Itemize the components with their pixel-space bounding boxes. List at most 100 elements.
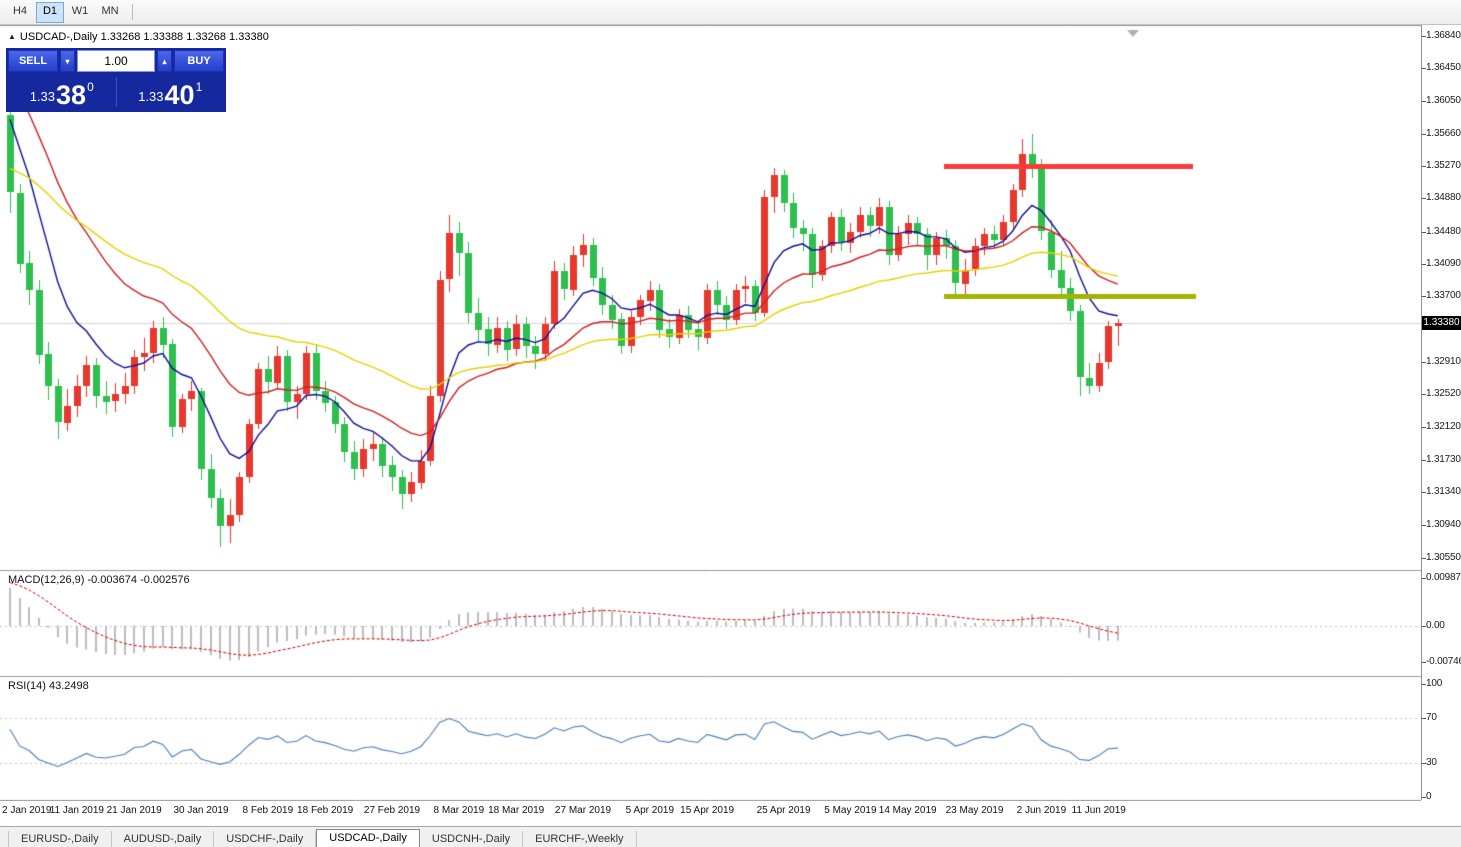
- axis-tick: [1422, 625, 1426, 627]
- buy-price-big: 40: [164, 80, 195, 111]
- axis-tick: [1422, 797, 1426, 798]
- chevron-down-icon: ▾: [65, 56, 70, 66]
- chart-tab-usdchf[interactable]: USDCHF-,Daily: [214, 831, 317, 847]
- macd-panel-label: MACD(12,26,9) -0.003674 -0.002576: [8, 574, 190, 586]
- date-label: 27 Mar 2019: [554, 805, 612, 816]
- chart-tab-usdcad[interactable]: USDCAD-,Daily: [316, 829, 420, 847]
- axis-label: 30: [1426, 757, 1437, 769]
- axis-label: 0: [1426, 791, 1432, 802]
- rsi-panel-label: RSI(14) 43.2498: [8, 680, 89, 692]
- date-axis[interactable]: 2 Jan 2019 11 Jan 2019 21 Jan 2019 30 Jan 2…: [0, 801, 1461, 826]
- timeframe-button-h4[interactable]: H4: [12, 4, 28, 17]
- sell-price-sup: 0: [87, 80, 94, 94]
- axis-label: 0.00: [1426, 619, 1445, 631]
- axis-tick: [1422, 296, 1426, 298]
- date-label: 2 Jun 2019: [1016, 805, 1067, 816]
- axis-tick: [1422, 717, 1426, 719]
- date-label: 18 Feb 2019: [297, 805, 354, 816]
- volume-decrease-button[interactable]: ▾: [60, 50, 75, 72]
- axis-label: 1.36050: [1426, 95, 1461, 107]
- volume-increase-button[interactable]: ▴: [157, 50, 172, 72]
- axis-tick: [1422, 101, 1426, 103]
- sell-price-display: 1.33 38 0: [8, 80, 116, 110]
- date-label: 30 Jan 2019: [173, 805, 229, 816]
- axis-label: 1.31340: [1426, 486, 1461, 498]
- axis-tick: [1422, 492, 1426, 494]
- date-label: 11 Jan 2019: [49, 805, 104, 816]
- toolbar-separator: [132, 4, 133, 20]
- axis-label: 1.36450: [1426, 62, 1461, 74]
- axis-label: 1.32520: [1426, 388, 1461, 400]
- axis-tick: [1422, 763, 1426, 765]
- date-label: 11 Jun 2019: [1071, 805, 1126, 816]
- axis-tick: [1422, 133, 1426, 135]
- date-label: 23 May 2019: [945, 805, 1004, 816]
- date-label: 15 Apr 2019: [680, 805, 735, 816]
- timeframe-button-mn[interactable]: MN: [101, 4, 119, 17]
- buy-button[interactable]: BUY: [174, 50, 224, 72]
- date-label: 8 Mar 2019: [433, 805, 485, 816]
- axis-label: 1.30550: [1426, 551, 1461, 563]
- axis-tick: [1422, 459, 1426, 461]
- current-price-tag: 1.33380: [1422, 315, 1461, 330]
- chart-canvas[interactable]: [0, 25, 1421, 805]
- date-label: 5 May 2019: [824, 805, 877, 816]
- date-label: 25 Apr 2019: [756, 805, 811, 816]
- date-label: 14 May 2019: [878, 805, 937, 816]
- axis-label: 1.35270: [1426, 160, 1461, 172]
- price-divider: [115, 77, 117, 107]
- volume-input[interactable]: [77, 50, 155, 72]
- chart-tab-bar: EURUSD-,Daily AUDUSD-,Daily USDCHF-,Daily U…: [0, 826, 1461, 847]
- quote-text: USDCAD-,Daily 1.33268 1.33388 1.33268 1.…: [19, 31, 269, 43]
- axis-label: 1.35660: [1426, 127, 1461, 139]
- timeframe-button-w1[interactable]: W1: [71, 4, 89, 17]
- buy-price-sup: 1: [195, 80, 203, 94]
- collapse-arrow-icon: ▲: [8, 32, 16, 41]
- date-label: 18 Mar 2019: [488, 805, 545, 816]
- axis-tick: [1422, 231, 1426, 233]
- chevron-up-icon: ▴: [162, 56, 167, 66]
- axis-tick: [1422, 557, 1426, 559]
- axis-tick: [1422, 427, 1426, 429]
- buy-price-display: 1.33 40 1: [117, 80, 225, 110]
- date-label: 2 Jan 2019: [2, 805, 52, 816]
- axis-tick: [1422, 662, 1426, 663]
- date-label: 8 Feb 2019: [242, 805, 294, 816]
- axis-label: -0.00746: [1426, 656, 1461, 667]
- chart-tab-eurchf[interactable]: EURCHF-,Weekly: [523, 831, 637, 847]
- date-label: 21 Jan 2019: [106, 805, 162, 816]
- axis-label: 0.009874: [1426, 572, 1461, 583]
- axis-label: 1.34880: [1426, 192, 1461, 204]
- axis-tick: [1422, 198, 1426, 200]
- axis-label: 1.34480: [1426, 225, 1461, 237]
- axis-label: 1.34090: [1426, 257, 1461, 269]
- axis-label: 1.32910: [1426, 355, 1461, 367]
- buy-price-prefix: 1.33: [138, 89, 164, 104]
- date-label: 5 Apr 2019: [625, 805, 675, 816]
- axis-label: 1.32120: [1426, 421, 1461, 433]
- sell-button[interactable]: SELL: [8, 50, 58, 72]
- one-click-trading-panel: SELL ▾ ▴ BUY 1.33 38 0 1.33 40 1: [6, 48, 226, 112]
- sell-price-big: 38: [56, 80, 87, 111]
- axis-label: 70: [1426, 711, 1437, 723]
- axis-tick: [1422, 35, 1426, 37]
- axis-tick: [1422, 68, 1426, 70]
- axis-tick: [1422, 263, 1426, 265]
- quote-line: ▲ USDCAD-,Daily 1.33268 1.33388 1.33268 1…: [8, 31, 269, 43]
- axis-label: 100: [1426, 678, 1443, 689]
- axis-tick: [1422, 394, 1426, 396]
- sell-price-prefix: 1.33: [29, 89, 56, 104]
- axis-label: 1.33700: [1426, 290, 1461, 302]
- axis-label: 1.36840: [1426, 29, 1461, 41]
- axis-tick: [1422, 525, 1426, 527]
- chart-tab-eurusd[interactable]: EURUSD-,Daily: [8, 831, 112, 847]
- timeframe-button-d1[interactable]: D1: [36, 1, 64, 23]
- main-toolbar: H4 D1 W1 MN: [0, 0, 1461, 25]
- chart-tab-audusd[interactable]: AUDUSD-,Daily: [112, 831, 215, 847]
- axis-label: 1.31730: [1426, 453, 1461, 465]
- axis-tick: [1422, 361, 1426, 363]
- chart-tab-usdcnh[interactable]: USDCNH-,Daily: [420, 831, 524, 847]
- price-axis[interactable]: 1.33380 1.36840 1.36450 1.36050 1.35660 1.35…: [1421, 25, 1461, 802]
- axis-label: 1.30940: [1426, 519, 1461, 531]
